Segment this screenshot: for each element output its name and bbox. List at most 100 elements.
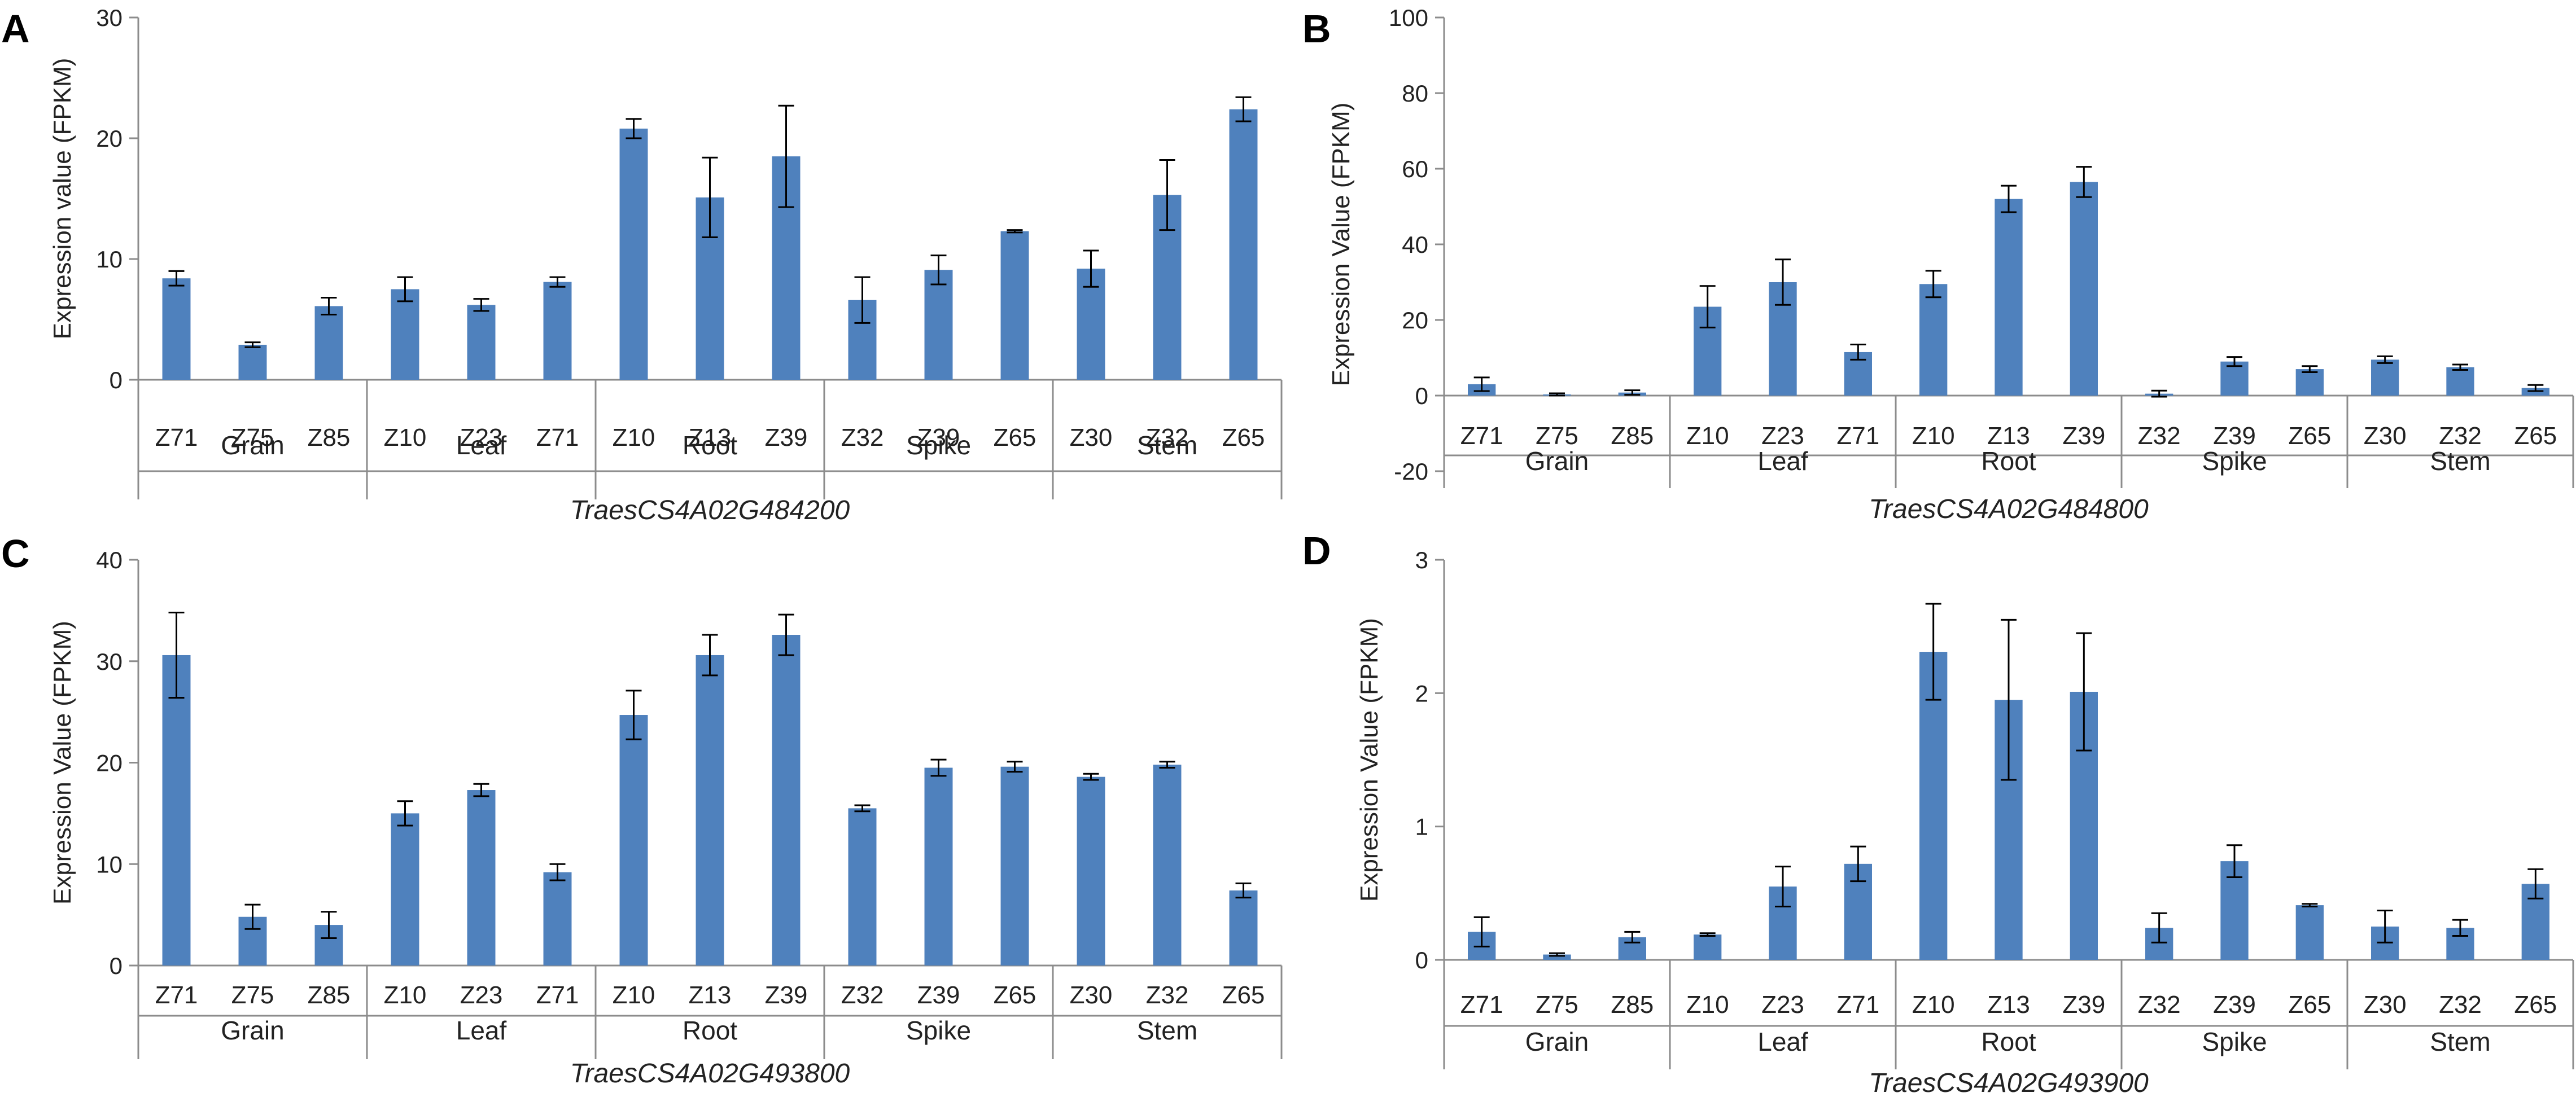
category-label: Z65 [1222,424,1265,451]
category-label: Z39 [2062,422,2105,450]
group-label: Grain [1525,1027,1589,1056]
category-label: Z39 [2213,991,2256,1019]
category-label: Z85 [308,424,351,451]
category-label: Z75 [231,981,274,1009]
y-axis-title: Expression Value (FPKM) [1355,618,1383,902]
panel-label: C [1,532,30,576]
bar [1919,284,1948,396]
bar [391,289,419,380]
category-label: Z85 [308,981,351,1009]
bar [162,278,191,380]
category-label: Z39 [917,424,960,451]
group-label: Root [683,431,737,460]
bar [162,655,191,966]
y-axis-title: Expression Value (FPKM) [49,621,76,905]
category-label: Z75 [1536,422,1578,450]
bar [238,344,267,380]
group-label: Leaf [1757,1027,1808,1056]
group-label: Grain [1525,446,1589,476]
bar [1153,765,1182,966]
category-label: Z71 [1460,991,1503,1019]
y-tick-label: 30 [96,648,123,675]
bar [543,282,572,380]
category-label: Z39 [765,981,808,1009]
category-label: Z32 [2439,422,2482,450]
category-label: Z39 [917,981,960,1009]
y-tick-label: 10 [96,246,123,273]
group-label: Root [1981,446,2036,476]
category-label: Z13 [689,424,732,451]
bar [1000,231,1029,380]
bar [1229,890,1258,966]
y-tick-label: 0 [1415,947,1428,973]
category-label: Z10 [1686,991,1729,1019]
category-label: Z39 [2213,422,2256,450]
category-label: Z32 [841,981,884,1009]
category-label: Z65 [994,424,1036,451]
y-tick-label: 20 [96,750,123,776]
y-tick-label: 1 [1415,814,1428,840]
category-label: Z10 [1686,422,1729,450]
bar [619,128,648,380]
category-label: Z10 [1912,422,1955,450]
bar [1000,766,1029,966]
group-label: Spike [906,1016,971,1045]
bar [467,305,496,380]
category-label: Z23 [1761,422,1804,450]
category-label: Z65 [1222,981,1265,1009]
category-label: Z13 [689,981,732,1009]
category-label: Z10 [613,981,655,1009]
bar [2070,182,2098,396]
category-label: Z30 [2364,991,2407,1019]
category-label: Z10 [613,424,655,451]
bar [1229,109,1258,380]
y-tick-label: -20 [1394,458,1428,485]
bar [772,635,801,966]
category-label: Z32 [1146,981,1189,1009]
category-label: Z65 [994,981,1036,1009]
category-label: Z23 [460,981,503,1009]
y-tick-label: 80 [1402,80,1428,107]
bar [1995,199,2023,396]
category-label: Z32 [841,424,884,451]
group-label: Leaf [1757,446,1808,476]
bar [1543,954,1571,960]
category-label: Z71 [1836,422,1879,450]
y-axis-title: Expression Value (FPKM) [1327,103,1355,387]
bar [2295,905,2324,960]
category-label: Z71 [155,424,198,451]
group-label: Root [1981,1027,2036,1056]
y-tick-label: 0 [110,953,123,979]
chart-panel-A: A 0 10 20 30 Expression value (FPKM) Z71 Z75 Z85… [1,5,1283,525]
chart-panel-C: C 0 10 20 30 40 Expression Value (FPKM) Z71 Z75 Z… [1,532,1283,1089]
panel-label: A [1,7,30,51]
category-label: Z13 [1987,422,2030,450]
y-tick-label: 40 [1402,231,1428,258]
category-label: Z39 [2062,991,2105,1019]
category-label: Z71 [536,424,579,451]
bar [619,715,648,966]
y-tick-label: 40 [96,547,123,573]
category-label: Z10 [384,981,427,1009]
category-label: Z71 [1460,422,1503,450]
group-label: Grain [221,431,284,460]
chart-panel-B: B -20 0 20 40 60 80 100 Expression Value (FPKM) Z… [1302,5,2574,524]
gene-name: TraesCS4A02G493800 [570,1059,850,1089]
category-label: Z30 [2364,422,2407,450]
category-label: Z71 [1836,991,1879,1019]
category-label: Z10 [384,424,427,451]
bar [314,306,343,380]
group-label: Leaf [456,1016,507,1045]
category-label: Z75 [231,424,274,451]
group-label: Stem [1137,1016,1197,1045]
gene-name: TraesCS4A02G493900 [1869,1068,2149,1097]
y-axis-title: Expression value (FPKM) [49,58,76,340]
gene-name: TraesCS4A02G484200 [570,495,850,525]
y-tick-label: 10 [96,851,123,877]
bar [543,872,572,966]
bar [924,270,953,380]
y-tick-label: 3 [1415,547,1428,573]
y-tick-label: 2 [1415,680,1428,707]
category-label: Z32 [2138,422,2181,450]
